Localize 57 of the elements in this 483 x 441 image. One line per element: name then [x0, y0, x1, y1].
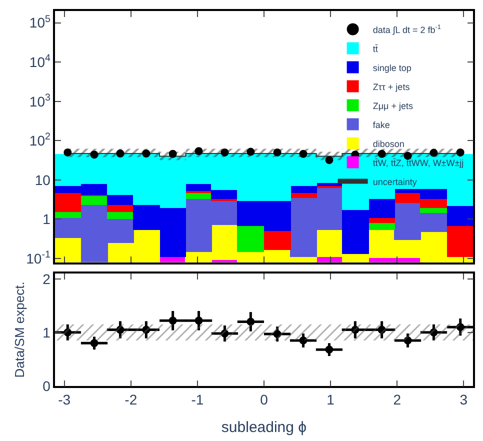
- y-tick-label: 10$^{2}$: [29, 132, 50, 149]
- legend-label: diboson: [372, 138, 404, 149]
- legend-label: tt̄W, tt̄Z, tt̄WW, W±W±jj: [372, 158, 464, 168]
- point: [246, 148, 255, 156]
- x-tick-label: 3: [460, 392, 468, 408]
- bar: [81, 196, 108, 205]
- point: [430, 148, 438, 157]
- y-tick-label: 0: [42, 378, 51, 394]
- y-tick-label: 10$^{5}$: [29, 14, 51, 31]
- point: [142, 150, 150, 158]
- y-axis-title: Data/SM expect.: [12, 282, 28, 378]
- x-axis-title: subleading ϕ: [221, 419, 307, 436]
- point: [116, 150, 124, 158]
- y-tick-label: 1: [42, 324, 51, 340]
- point: [456, 148, 464, 156]
- legend-label: fake: [372, 120, 390, 130]
- point: [378, 150, 386, 158]
- point: [64, 148, 72, 156]
- y-tick-label: 2: [42, 270, 51, 287]
- bar: [290, 186, 317, 193]
- bar: [55, 212, 81, 218]
- point: [273, 148, 282, 156]
- x-tick-label: 1: [326, 392, 335, 408]
- legend-label: single top: [372, 62, 412, 73]
- legend-label: data ∫L dt = 2 fb$^{-1}$: [372, 24, 442, 35]
- bar: [290, 193, 317, 198]
- point: [220, 148, 229, 156]
- point: [168, 150, 177, 158]
- y-tick-label: 10$^{4}$: [29, 53, 51, 70]
- point: [194, 147, 203, 156]
- bar: [447, 206, 473, 226]
- bar: [107, 195, 134, 205]
- legend-label: tt̄: [372, 44, 378, 54]
- legend-label: Zμμ + jets: [372, 100, 414, 111]
- bar: [369, 223, 395, 230]
- point: [325, 156, 334, 164]
- point: [299, 150, 308, 158]
- x-tick-label: -1: [191, 392, 204, 408]
- y-tick-label: 10: [34, 172, 51, 188]
- bar: [107, 205, 134, 212]
- y-tick-label: 10$^{3}$: [29, 92, 51, 110]
- legend-label: uncertainty: [372, 176, 418, 187]
- bar: [369, 218, 395, 223]
- x-tick-label: 0: [260, 392, 268, 408]
- point: [194, 316, 203, 325]
- x-tick-label: -3: [58, 392, 71, 408]
- x-tick-label: -2: [124, 392, 138, 408]
- point: [90, 150, 98, 159]
- bar: [107, 212, 134, 219]
- x-tick-label: 2: [393, 392, 402, 408]
- bar: [420, 208, 447, 213]
- point: [168, 316, 177, 325]
- point: [325, 346, 334, 354]
- bar: [185, 193, 212, 199]
- legend-label: Zττ + jets: [372, 82, 410, 92]
- y-tick-label: 10$^{-1}$: [26, 249, 50, 266]
- y-tick-label: 1: [42, 211, 51, 228]
